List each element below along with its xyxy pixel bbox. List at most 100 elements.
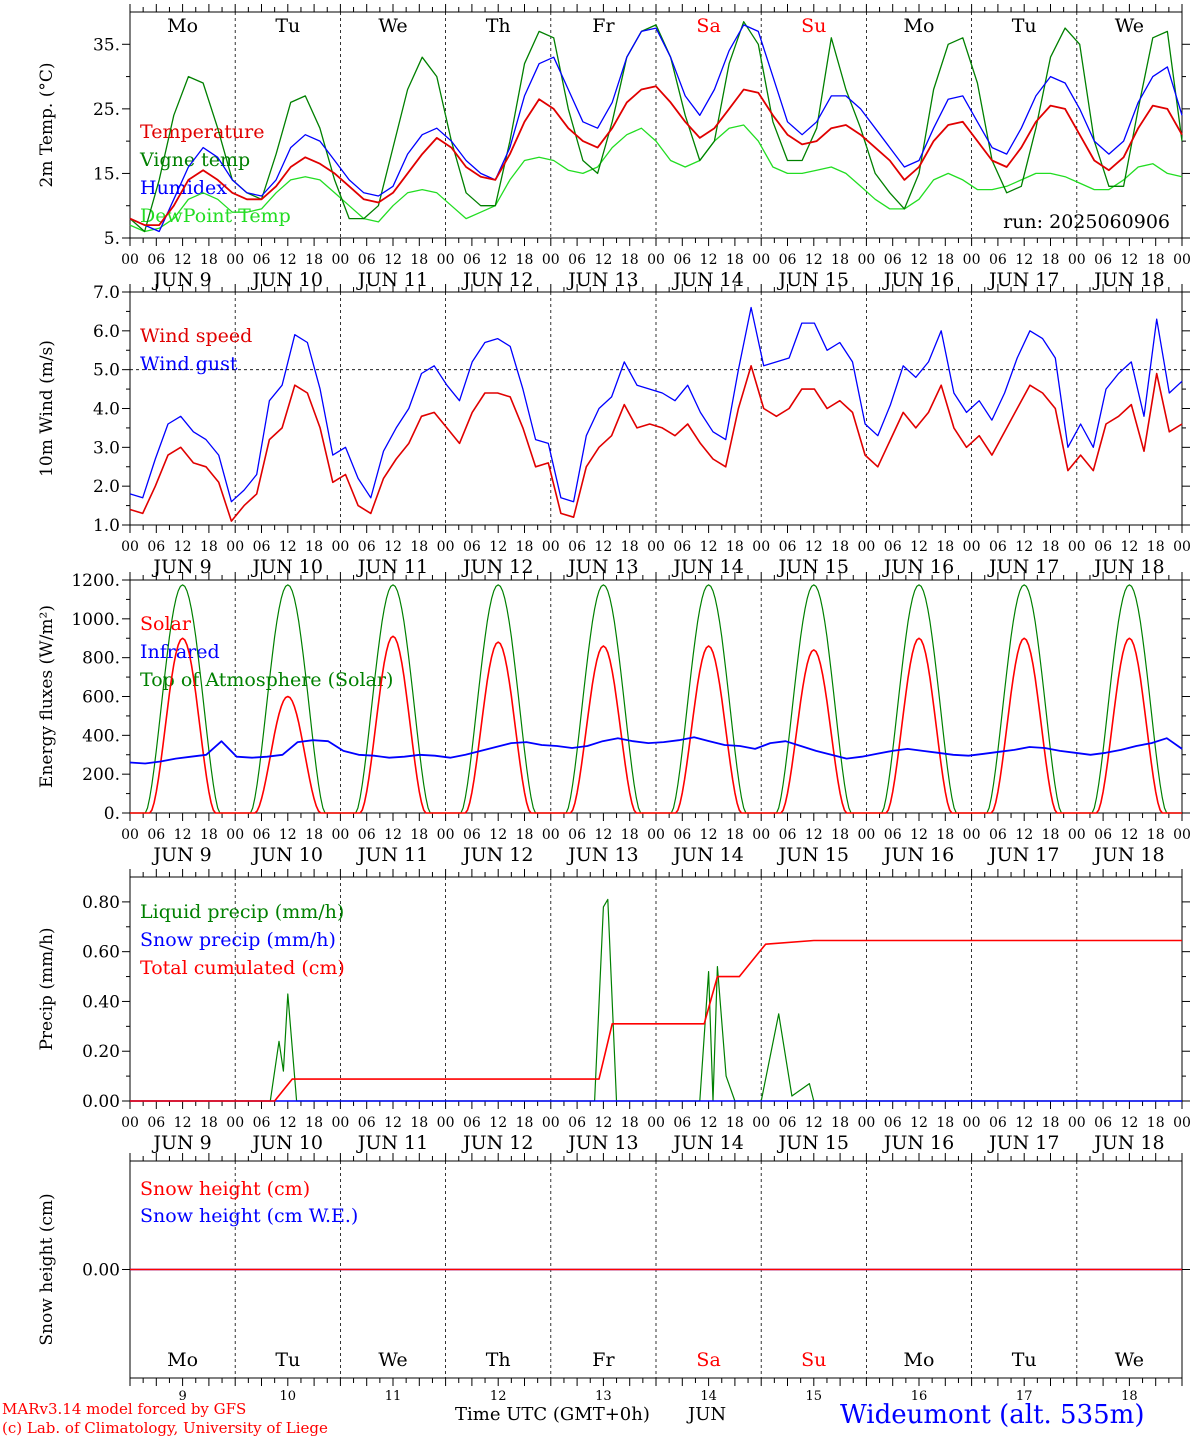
day-number-label: 9 bbox=[178, 1389, 186, 1404]
x-hour-label: 06 bbox=[253, 539, 271, 555]
series-line-wind-speed bbox=[129, 364, 1183, 522]
x-hour-label: 18 bbox=[1147, 1115, 1165, 1131]
x-hour-label: 18 bbox=[200, 827, 218, 843]
x-hour-label: 12 bbox=[489, 252, 507, 268]
weekday-label: Mo bbox=[167, 1349, 198, 1371]
x-hour-label: 06 bbox=[884, 539, 902, 555]
x-hour-label: 06 bbox=[147, 827, 165, 843]
x-hour-label: 12 bbox=[700, 252, 718, 268]
y-axis-title: 2m Temp. (°C) bbox=[37, 62, 57, 187]
x-hour-label: 06 bbox=[568, 252, 586, 268]
x-hour-label: 00 bbox=[1173, 252, 1191, 268]
x-hour-label: 06 bbox=[253, 827, 271, 843]
x-day-label: JUN 10 bbox=[251, 1132, 323, 1154]
x-day-label: JUN 15 bbox=[777, 844, 849, 866]
weekday-label: Tu bbox=[1012, 15, 1037, 37]
x-hour-label: 00 bbox=[1173, 539, 1191, 555]
x-hour-label: 06 bbox=[568, 1115, 586, 1131]
lab-credit: (c) Lab. of Climatology, University of L… bbox=[2, 1419, 328, 1437]
x-hour-label: 06 bbox=[884, 827, 902, 843]
x-hour-label: 00 bbox=[331, 1115, 349, 1131]
x-hour-label: 06 bbox=[463, 252, 481, 268]
x-hour-label: 00 bbox=[331, 827, 349, 843]
x-hour-label: 06 bbox=[673, 1115, 691, 1131]
y-tick-label: 3.0 bbox=[93, 438, 120, 458]
x-hour-label: 18 bbox=[831, 252, 849, 268]
series-line-vigne-temp bbox=[129, 21, 1183, 233]
x-hour-label: 18 bbox=[410, 539, 428, 555]
x-hour-label: 18 bbox=[1042, 1115, 1060, 1131]
x-day-label: JUN 17 bbox=[987, 556, 1059, 578]
y-tick-label: 0.00 bbox=[82, 1261, 120, 1281]
x-hour-label: 00 bbox=[121, 827, 139, 843]
x-hour-label: 00 bbox=[1173, 1115, 1191, 1131]
x-hour-label: 12 bbox=[384, 827, 402, 843]
x-hour-label: 00 bbox=[542, 1115, 560, 1131]
legend-entry: Snow height (cm W.E.) bbox=[140, 1205, 358, 1227]
series-line-dewpoint-temp bbox=[129, 124, 1183, 233]
x-hour-label: 18 bbox=[936, 252, 954, 268]
x-hour-label: 18 bbox=[621, 827, 639, 843]
x-day-label: JUN 12 bbox=[461, 844, 533, 866]
x-hour-label: 00 bbox=[752, 539, 770, 555]
day-number-label: 16 bbox=[911, 1389, 928, 1404]
x-hour-label: 06 bbox=[989, 1115, 1007, 1131]
x-hour-label: 12 bbox=[279, 539, 297, 555]
x-hour-label: 00 bbox=[437, 252, 455, 268]
y-tick-label: 15. bbox=[93, 164, 120, 184]
x-hour-label: 12 bbox=[1120, 539, 1138, 555]
x-hour-label: 06 bbox=[1094, 827, 1112, 843]
y-tick-label: 2.0 bbox=[93, 477, 120, 497]
x-hour-label: 06 bbox=[1094, 539, 1112, 555]
x-day-label: JUN 11 bbox=[356, 556, 428, 578]
x-hour-label: 06 bbox=[147, 252, 165, 268]
day-number-label: 15 bbox=[806, 1389, 823, 1404]
x-hour-label: 18 bbox=[410, 827, 428, 843]
y-tick-label: 600. bbox=[82, 688, 120, 708]
x-day-label: JUN 13 bbox=[566, 269, 638, 291]
weekday-label: Tu bbox=[275, 1349, 300, 1371]
x-day-label: JUN 15 bbox=[777, 269, 849, 291]
x-day-label: JUN 18 bbox=[1092, 269, 1164, 291]
weekday-label: Mo bbox=[167, 15, 198, 37]
series-line-total-cumulated bbox=[130, 939, 1182, 1102]
x-hour-label: 00 bbox=[226, 252, 244, 268]
x-hour-label: 00 bbox=[647, 1115, 665, 1131]
x-hour-label: 12 bbox=[1015, 1115, 1033, 1131]
y-tick-label: 800. bbox=[82, 649, 120, 669]
station-label: Wideumont (alt. 535m) bbox=[840, 1400, 1145, 1430]
x-day-label: JUN 12 bbox=[461, 556, 533, 578]
x-hour-label: 12 bbox=[700, 827, 718, 843]
x-hour-label: 06 bbox=[358, 827, 376, 843]
x-axis-labels: 00 06 12 18 00 06 12 18 00 06 12 18 00 06 12 18 00 06 12 18… bbox=[121, 539, 1191, 578]
x-hour-label: 12 bbox=[805, 827, 823, 843]
legend-entry: Infrared bbox=[140, 641, 220, 663]
model-credit: MARv3.14 model forced by GFS bbox=[2, 1400, 247, 1418]
x-hour-label: 18 bbox=[200, 539, 218, 555]
x-hour-label: 00 bbox=[647, 827, 665, 843]
x-hour-label: 00 bbox=[963, 539, 981, 555]
x-hour-label: 00 bbox=[121, 1115, 139, 1131]
x-day-label: JUN 14 bbox=[671, 269, 743, 291]
y-axis-title: Precip (mm/h) bbox=[37, 927, 57, 1050]
y-tick-label: 0.80 bbox=[82, 893, 120, 913]
x-hour-label: 18 bbox=[516, 827, 534, 843]
panel-3: 0. 200. 400. 600. 800. 1000. 1200. Energy fluxe… bbox=[37, 571, 1190, 824]
run-label: run: 2025060906 bbox=[1003, 211, 1170, 233]
x-hour-label: 12 bbox=[1120, 827, 1138, 843]
x-hour-label: 00 bbox=[542, 539, 560, 555]
y-tick-label: 25. bbox=[93, 100, 120, 120]
x-hour-label: 06 bbox=[1094, 252, 1112, 268]
legend-entry: Temperature bbox=[140, 121, 264, 143]
x-hour-label: 18 bbox=[305, 827, 323, 843]
panel-1: 5. 15. 25. 35. 2m Temp. (°C) Temperature Vigne… bbox=[37, 4, 1190, 249]
x-hour-label: 18 bbox=[516, 252, 534, 268]
x-hour-label: 12 bbox=[174, 827, 192, 843]
legend-entry: Snow precip (mm/h) bbox=[140, 929, 336, 951]
x-hour-label: 12 bbox=[805, 252, 823, 268]
x-hour-label: 06 bbox=[568, 827, 586, 843]
x-hour-label: 18 bbox=[1042, 827, 1060, 843]
x-hour-label: 12 bbox=[910, 539, 928, 555]
x-hour-label: 18 bbox=[726, 539, 744, 555]
x-hour-label: 12 bbox=[384, 1115, 402, 1131]
